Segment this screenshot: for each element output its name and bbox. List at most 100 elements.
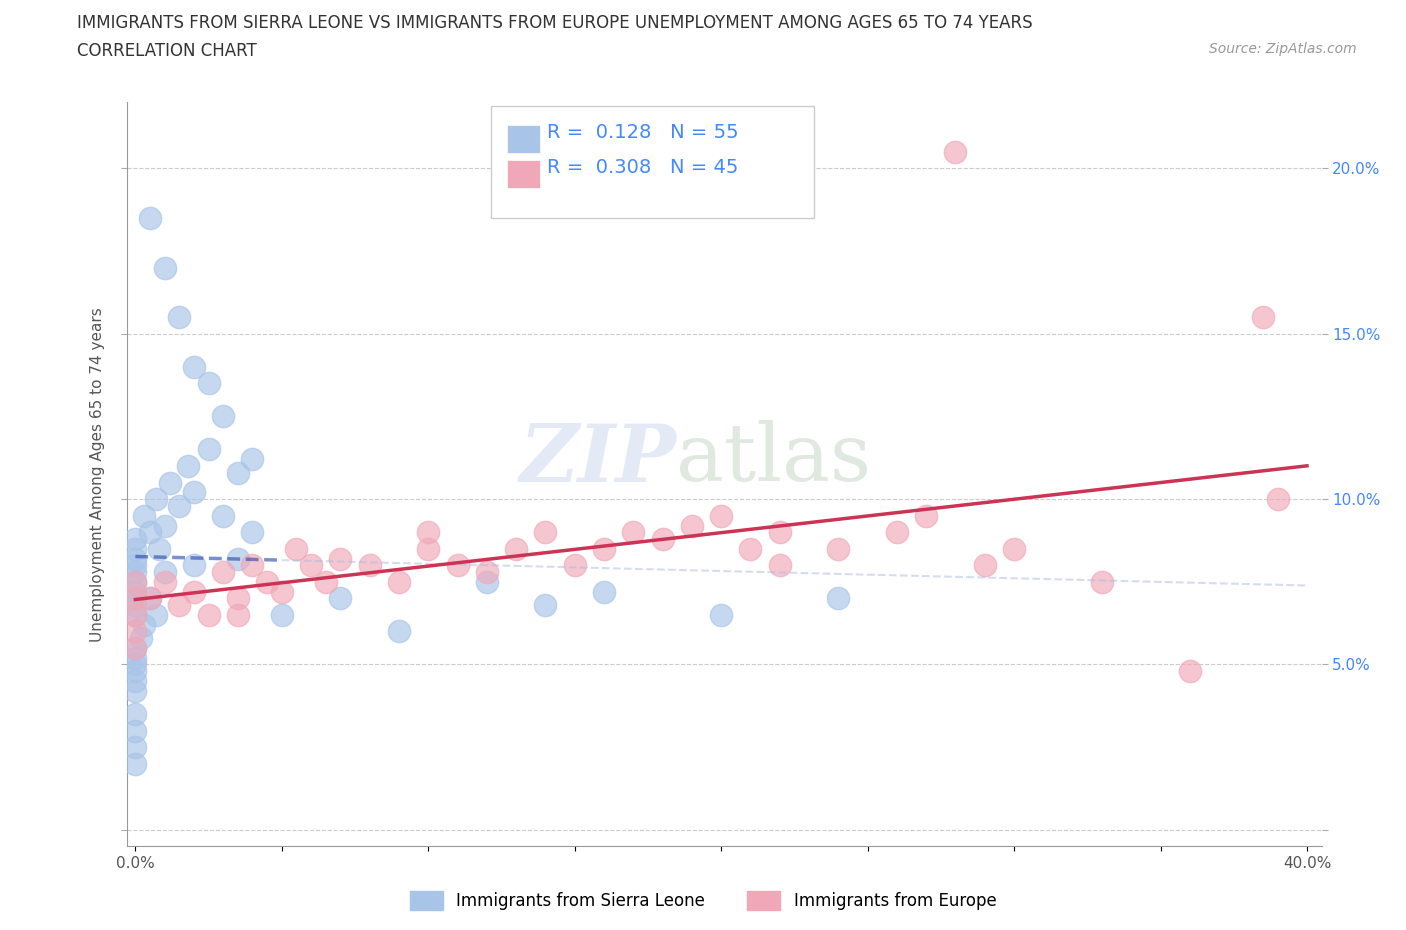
Point [153,518,176,533]
Point [285,541,308,556]
Point [534,597,557,612]
Point [827,591,849,605]
Point [475,575,498,590]
Point [148,541,170,556]
Point [124,591,146,605]
Point [183,359,205,374]
Text: IMMIGRANTS FROM SIERRA LEONE VS IMMIGRANTS FROM EUROPE UNEMPLOYMENT AMONG AGES 6: IMMIGRANTS FROM SIERRA LEONE VS IMMIGRAN… [77,14,1033,32]
Point [329,591,352,605]
Point [710,607,733,622]
Point [124,575,146,590]
Point [388,624,411,639]
Point [169,498,191,513]
Point [124,624,146,639]
Point [129,631,152,645]
Point [359,558,381,573]
Point [226,465,249,480]
Point [124,558,146,573]
Text: R =  0.308   N = 45: R = 0.308 N = 45 [547,158,738,177]
Point [270,607,292,622]
Point [256,575,278,590]
Point [132,618,155,632]
Point [183,558,205,573]
Point [145,492,167,507]
Point [124,531,146,546]
Point [139,591,162,605]
Point [226,551,249,566]
Point [124,664,146,679]
FancyBboxPatch shape [506,125,540,153]
Point [124,707,146,722]
Point [183,485,205,500]
Point [197,376,219,391]
Point [681,518,703,533]
Point [124,607,146,622]
Point [124,756,146,771]
Point [270,584,292,599]
Point [564,558,586,573]
Point [124,684,146,698]
Point [769,525,792,539]
Point [827,541,849,556]
Point [169,597,191,612]
Point [153,260,176,275]
Point [124,650,146,665]
Point [159,475,181,490]
Point [153,575,176,590]
Point [593,541,616,556]
Text: Source: ZipAtlas.com: Source: ZipAtlas.com [1209,42,1357,56]
Point [1002,541,1025,556]
Point [769,558,792,573]
Point [153,565,176,579]
Text: R =  0.128   N = 55: R = 0.128 N = 55 [547,123,738,142]
Point [740,541,762,556]
Point [124,724,146,738]
Point [973,558,995,573]
Point [139,525,162,539]
Point [139,210,162,225]
Point [124,551,146,566]
Point [124,739,146,754]
Point [124,641,146,656]
Point [212,565,235,579]
Point [388,575,411,590]
Point [418,541,440,556]
Point [124,673,146,688]
Point [124,657,146,671]
Point [886,525,908,539]
Point [139,591,162,605]
Point [124,591,146,605]
Y-axis label: Unemployment Among Ages 65 to 74 years: Unemployment Among Ages 65 to 74 years [90,307,105,642]
Point [132,508,155,523]
Point [124,541,146,556]
Text: atlas: atlas [676,420,872,498]
Point [329,551,352,566]
Point [183,584,205,599]
Point [315,575,337,590]
Point [212,508,235,523]
Point [915,508,938,523]
Point [124,641,146,656]
Point [1178,664,1201,679]
Point [1267,492,1289,507]
Text: ZIP: ZIP [519,420,676,498]
Point [124,584,146,599]
Point [1091,575,1114,590]
Point [418,525,440,539]
Point [242,525,264,539]
Point [197,442,219,457]
Point [169,310,191,325]
Point [124,565,146,579]
Point [475,565,498,579]
Point [651,531,673,546]
Point [593,584,616,599]
Point [1251,310,1274,325]
Point [177,458,200,473]
Point [945,144,967,159]
Point [124,607,146,622]
Point [212,409,235,424]
Point [534,525,557,539]
Point [124,597,146,612]
Point [710,508,733,523]
Point [124,575,146,590]
